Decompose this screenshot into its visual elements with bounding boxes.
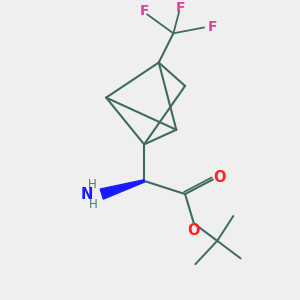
Text: N: N bbox=[81, 187, 93, 202]
Text: H: H bbox=[88, 198, 98, 211]
Text: H: H bbox=[88, 178, 97, 191]
Text: F: F bbox=[140, 4, 149, 18]
Text: F: F bbox=[208, 20, 217, 34]
Text: O: O bbox=[213, 170, 226, 185]
Text: F: F bbox=[176, 1, 185, 15]
Text: O: O bbox=[188, 223, 200, 238]
Polygon shape bbox=[100, 180, 145, 199]
